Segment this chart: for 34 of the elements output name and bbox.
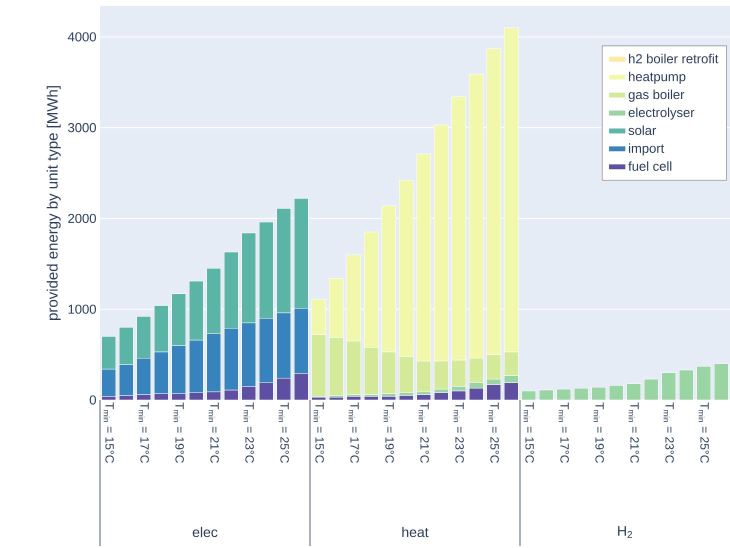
text: elec <box>192 526 218 538</box>
y-tick-label: 3000 <box>68 123 96 132</box>
x-tick-label: T$_{min}$ = 23°C <box>664 402 674 463</box>
y-axis-title: provided energy by unit type [MWh] <box>46 86 61 320</box>
legend-label: import <box>628 143 664 156</box>
x-tick-label: T$_{min}$ = 17°C <box>558 402 569 463</box>
legend-label: gas boiler <box>628 90 684 102</box>
x-tick-label: T$_{min}$ = 17°C <box>348 402 359 463</box>
x-tick-label: T$_{min}$ = 15°C <box>524 402 534 463</box>
text: H$_{2}$ <box>618 526 632 538</box>
x-tick-label: T$_{min}$ = 19°C <box>384 402 394 463</box>
legend-label: heatpump <box>629 72 686 84</box>
y-tick-label: 0 <box>90 395 96 405</box>
x-tick-label: T$_{min}$ = 23°C <box>454 402 464 463</box>
x-tick-label: T$_{min}$ = 19°C <box>594 402 604 463</box>
x-tick-label: T$_{min}$ = 17°C <box>138 402 149 463</box>
legend-label: fuel cell <box>628 161 672 171</box>
y-tick-label: 4000 <box>68 32 96 42</box>
y-tick-label: 2000 <box>68 214 96 224</box>
x-tick-label: T$_{min}$ = 21°C <box>208 402 219 463</box>
legend-label: electrolyser <box>628 108 694 120</box>
x-tick-label: T$_{min}$ = 21°C <box>628 402 639 463</box>
x-tick-label: T$_{min}$ = 21°C <box>418 402 429 463</box>
text: heat <box>402 526 429 538</box>
x-tick-label: T$_{min}$ = 19°C <box>174 402 184 463</box>
legend-label: solar <box>628 125 656 136</box>
x-tick-label: T$_{min}$ = 15°C <box>104 402 114 463</box>
x-tick-label: T$_{min}$ = 23°C <box>244 402 254 463</box>
legend-label: h2 boiler retrofit <box>629 54 718 64</box>
x-tick-label: T$_{min}$ = 25°C <box>278 402 289 463</box>
x-tick-label: T$_{min}$ = 25°C <box>488 402 499 463</box>
x-tick-label: T$_{min}$ = 15°C <box>314 402 324 463</box>
y-tick-label: 1000 <box>68 304 96 314</box>
x-tick-label: T$_{min}$ = 25°C <box>698 402 709 463</box>
